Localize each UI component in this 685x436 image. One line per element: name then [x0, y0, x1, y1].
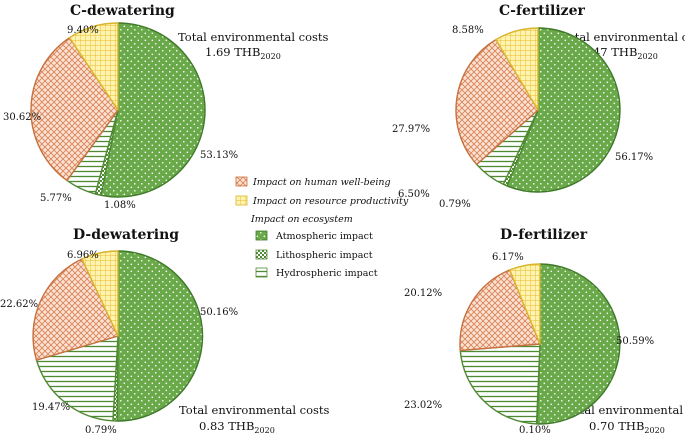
pie-slice-resource [81, 250, 119, 337]
pie-slice-resource [495, 27, 539, 111]
chart-title: D-fertilizer [500, 227, 588, 243]
pie-slice-human [30, 37, 119, 182]
slice-label-resource: 9.40% [67, 25, 99, 36]
chart-title: D-dewatering [73, 227, 179, 243]
legend-swatch-resource [235, 195, 248, 206]
slice-label-human: 22.62% [0, 299, 38, 310]
slice-label-atmo: 56.17% [615, 152, 653, 163]
total-value: 1.69 THB2020 [205, 45, 281, 61]
legend-label-human: Impact on human well-being [252, 177, 391, 188]
total-label: Total environmental costs [178, 30, 329, 44]
pie-chart-c-fertilizer: C-fertilizerTotal environmental costs1.4… [392, 3, 685, 210]
pie-slice-resource [509, 263, 541, 345]
slice-label-atmo: 50.16% [200, 307, 238, 318]
legend-label-litho: Lithospheric impact [276, 250, 373, 261]
slice-label-hydro: 23.02% [404, 400, 442, 411]
slice-label-human: 27.97% [392, 124, 430, 135]
total-value: 0.83 THB2020 [199, 419, 275, 435]
legend-label-resource: Impact on resource productivity [252, 196, 409, 207]
slice-label-litho: 0.79% [85, 425, 117, 436]
slice-label-atmo: 53.13% [200, 150, 238, 161]
slice-label-hydro: 5.77% [40, 193, 72, 204]
legend: Impact on human well-being Impact on res… [235, 176, 409, 279]
total-label: Total environmental costs [561, 30, 685, 44]
pie-slice-atmo [536, 263, 621, 425]
pie-slice-resource [68, 22, 119, 111]
legend-swatch-human [235, 176, 248, 187]
pie-slice-human [459, 269, 541, 352]
slice-label-litho: 0.79% [439, 199, 471, 210]
slice-label-litho: 0.10% [519, 425, 551, 436]
legend-ecosystem-heading: Impact on ecosystem [250, 214, 353, 225]
pie-slice-hydro [35, 335, 119, 422]
slice-label-human: 30.62% [3, 112, 41, 123]
pie-slice-hydro [459, 343, 541, 425]
chart-title: C-dewatering [70, 3, 175, 19]
slice-label-hydro: 19.47% [32, 402, 70, 413]
pie-slice-human [32, 258, 119, 361]
slice-label-resource: 6.96% [67, 250, 99, 261]
legend-swatch-litho [255, 249, 268, 260]
total-value: 0.70 THB2020 [589, 419, 665, 435]
pie-slice-human [455, 38, 539, 166]
total-label: Total environmental costs [179, 403, 330, 417]
slice-label-resource: 8.58% [452, 25, 484, 36]
slice-label-human: 20.12% [404, 288, 442, 299]
pie-slice-atmo [100, 22, 206, 198]
pie-slice-atmo [506, 27, 621, 193]
slice-label-resource: 6.17% [492, 252, 524, 263]
slice-label-litho: 1.08% [104, 200, 136, 211]
legend-swatch-atmo [255, 230, 268, 241]
legend-label-atmo: Atmospheric impact [275, 231, 373, 242]
legend-label-hydro: Hydrospheric impact [276, 268, 378, 279]
slice-label-hydro: 6.50% [398, 189, 430, 200]
chart-title: C-fertilizer [499, 3, 586, 19]
pie-chart-d-fertilizer: D-fertilizer Total environmental costs 0.7… [404, 227, 685, 436]
slice-label-atmo: 50.59% [616, 336, 654, 347]
legend-swatch-hydro [255, 267, 268, 278]
total-label: Total environmental costs [566, 403, 685, 417]
pie-chart-d-dewatering: D-dewatering Total environmental costs 0.8… [0, 227, 330, 436]
pie-slice-atmo [116, 250, 204, 422]
